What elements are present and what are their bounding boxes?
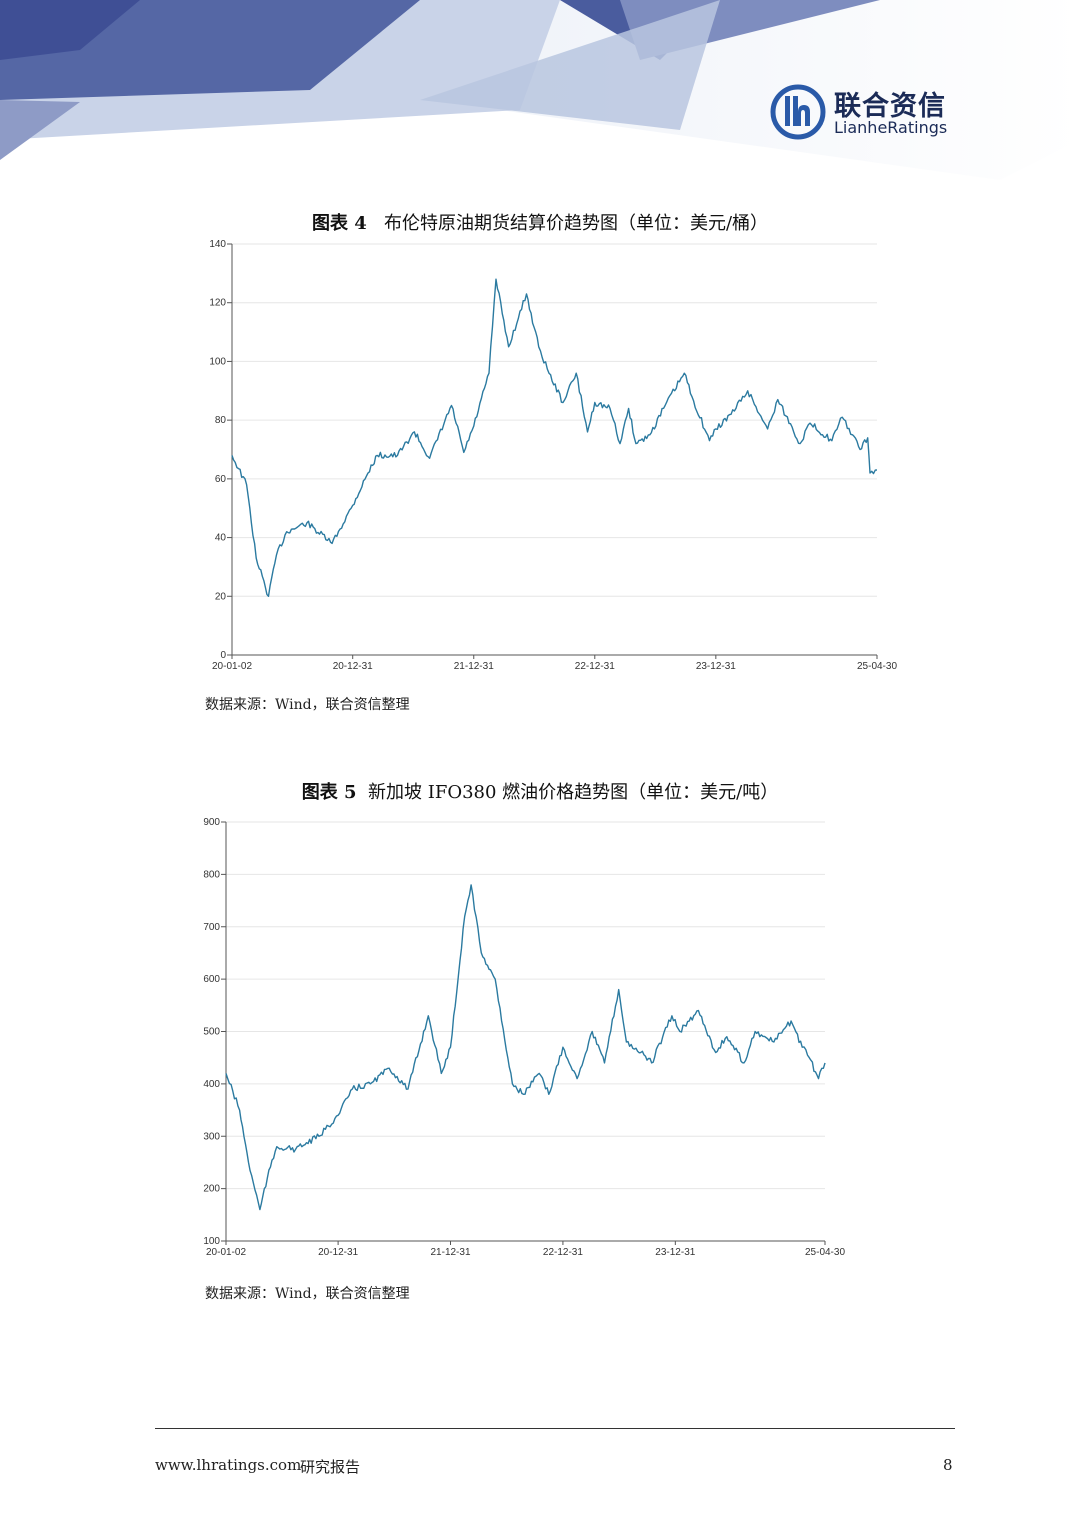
brand-name-cn: 联合资信: [834, 91, 946, 122]
chart-5-source: 数据来源：Wind，联合资信整理: [205, 1286, 410, 1302]
x-tick-label: 20-01-02: [206, 1247, 246, 1258]
y-tick-label: 120: [209, 298, 226, 309]
chart-4-title-text: 布伦特原油期货结算价趋势图（单位：美元/桶）: [383, 213, 769, 234]
footer-website[interactable]: www.lhratings.com: [155, 1456, 302, 1474]
x-tick-label: 25-04-30: [857, 661, 897, 672]
y-tick-label: 80: [215, 415, 227, 426]
x-tick-label: 21-12-31: [454, 661, 494, 672]
x-tick-label: 21-12-31: [430, 1247, 470, 1258]
x-tick-label: 20-01-02: [212, 661, 252, 672]
y-tick-label: 900: [203, 817, 220, 828]
brand-logo: 联合资信 LianheRatings: [770, 84, 960, 144]
y-tick-label: 20: [215, 591, 227, 602]
chart-5-title-prefix: 图表 5: [301, 782, 357, 803]
y-tick-label: 800: [203, 869, 220, 880]
y-tick-label: 0: [220, 650, 226, 661]
brent-price-chart: 0 20 40 60 80 100 120 140 20-01-02 20-12-31 21-12-…: [209, 239, 897, 672]
y-tick-label: 100: [209, 356, 226, 367]
footer-divider: [155, 1428, 955, 1429]
price-series-line: [231, 278, 878, 597]
y-tick-label: 40: [215, 533, 227, 544]
x-tick-label: 23-12-31: [696, 661, 736, 672]
y-tick-label: 100: [203, 1236, 220, 1247]
y-tick-label: 300: [203, 1131, 220, 1142]
y-tick-label: 200: [203, 1184, 220, 1195]
x-tick-label: 22-12-31: [575, 661, 615, 672]
y-tick-label: 400: [203, 1079, 220, 1090]
chart-4-title-prefix: 图表 4: [311, 213, 367, 234]
header-decoration: [0, 0, 1080, 200]
x-tick-label: 23-12-31: [655, 1247, 695, 1258]
brand-name-en: LianheRatings: [834, 118, 948, 137]
x-tick-label: 25-04-30: [805, 1247, 845, 1258]
y-tick-label: 700: [203, 922, 220, 933]
page-number: 8: [943, 1456, 953, 1474]
y-tick-label: 500: [203, 1027, 220, 1038]
x-tick-label: 20-12-31: [333, 661, 373, 672]
ifo380-price-chart: 100 200 300 400 500 600 700 800 900 20-01-02 20-12…: [203, 817, 845, 1258]
x-tick-label: 20-12-31: [318, 1247, 358, 1258]
lianhe-logo-icon: [770, 84, 826, 140]
footer-doc-type: 研究报告: [300, 1458, 361, 1476]
chart-4-title: 图表 4 布伦特原油期货结算价趋势图（单位：美元/桶）: [0, 209, 1080, 235]
y-tick-label: 600: [203, 974, 220, 985]
price-series-line: [225, 884, 826, 1211]
chart-4-source: 数据来源：Wind，联合资信整理: [205, 697, 410, 713]
y-tick-label: 140: [209, 239, 226, 250]
chart-5-title-text: 新加坡 IFO380 燃油价格趋势图（单位：美元/吨）: [368, 782, 779, 803]
x-tick-label: 22-12-31: [543, 1247, 583, 1258]
chart-5-title: 图表 5 新加坡 IFO380 燃油价格趋势图（单位：美元/吨）: [0, 778, 1080, 804]
y-tick-label: 60: [215, 474, 227, 485]
